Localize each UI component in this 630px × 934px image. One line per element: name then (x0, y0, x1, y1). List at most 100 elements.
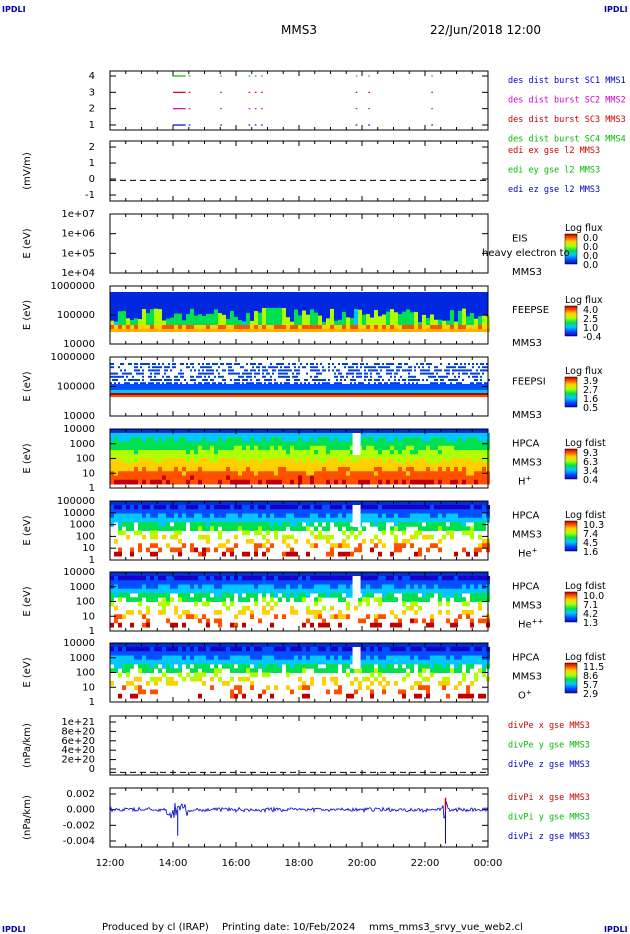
spectrogram-cell (266, 610, 270, 615)
spectrogram-cell (382, 614, 386, 619)
spectrogram-cell (274, 517, 278, 523)
spectrogram-cell (178, 539, 182, 544)
spectrogram-cell (374, 325, 378, 330)
spectrogram-cell (346, 325, 350, 330)
spectrogram-cell (238, 576, 242, 581)
spectrogram-cell (194, 597, 198, 602)
spectrogram-cell (446, 369, 448, 372)
spectrogram-cell (430, 479, 434, 485)
spectrogram-cell (290, 329, 294, 332)
spectrogram-cell (410, 325, 414, 330)
spectrogram-cell (342, 659, 346, 665)
spectrogram-cell (450, 467, 454, 472)
spectrogram-cell (416, 382, 418, 385)
spectrogram-cell (274, 522, 278, 527)
spectrogram-cell (478, 433, 482, 438)
panel-right-label: EIS (512, 234, 528, 245)
spectrogram-cell (262, 505, 266, 510)
spectrogram-cell (446, 505, 450, 510)
spectrogram-cell (334, 651, 338, 656)
spectrogram-cell (442, 584, 446, 590)
spectrogram-cell (178, 433, 182, 438)
spectrogram-cell (402, 458, 406, 464)
spectrogram-cell (302, 513, 306, 519)
spectrogram-cell (242, 458, 246, 464)
spectrogram-cell (330, 534, 334, 540)
spectrogram-cell (154, 647, 158, 652)
spectrogram-cell (338, 584, 342, 590)
spectrogram-cell (326, 479, 330, 485)
spectrogram-cell (210, 369, 212, 372)
spectrogram-cell (258, 366, 260, 369)
spectrogram-cell (144, 382, 146, 385)
spectrogram-cell (438, 375, 440, 378)
spectrogram-cell (386, 593, 390, 598)
spectrogram-cell (314, 610, 318, 615)
spectrogram-cell (422, 471, 426, 476)
spectrogram-cell (442, 659, 446, 665)
spectrogram-cell (338, 454, 342, 459)
spectrogram-cell (286, 458, 290, 464)
y-axis-label: E (eV) (22, 586, 33, 616)
spectrogram-cell (222, 475, 226, 481)
spectrogram-cell (110, 651, 114, 656)
spectrogram-cell (476, 363, 478, 365)
spectrogram-cell (458, 437, 462, 442)
spectrogram-cell (250, 372, 252, 375)
spectrogram-cell (186, 366, 188, 369)
spectrogram-cell (158, 580, 162, 585)
spectrogram-cell (302, 517, 306, 523)
spectrogram-cell (434, 655, 438, 661)
spectrogram-cell (258, 382, 260, 385)
spectrogram-cell (346, 605, 350, 611)
spectrogram-cell (182, 522, 186, 527)
spectrogram-cell (210, 647, 214, 652)
spectrogram-cell (462, 437, 466, 442)
spectrogram-cell (142, 450, 146, 455)
spectrogram-cell (390, 647, 394, 652)
spectrogram-cell (406, 672, 410, 678)
spectrogram-cell (134, 441, 138, 447)
spectrogram-cell (278, 329, 282, 332)
spectrogram-cell (382, 505, 386, 510)
spectrogram-cell (154, 689, 158, 695)
spectrogram-cell (480, 375, 482, 378)
spectrogram-cell (410, 664, 414, 669)
spectrogram-cell (286, 441, 290, 447)
spectrogram-cell (418, 551, 422, 557)
spectrogram-cell (218, 618, 222, 624)
spectrogram-cell (454, 329, 458, 332)
spectrogram-cell (218, 622, 222, 628)
spectrogram-cell (154, 471, 158, 476)
spectrogram-cell (386, 597, 390, 602)
spectrogram-cell (458, 462, 462, 468)
spectrogram-cell (474, 517, 478, 523)
spectrogram-cell (222, 601, 226, 607)
spectrogram-cell (166, 471, 170, 476)
spectrogram-cell (274, 668, 278, 673)
spectrogram-cell (158, 479, 162, 485)
spectrogram-cell (200, 382, 202, 385)
spectrogram-cell (378, 382, 380, 385)
spectrogram-cell (178, 580, 182, 585)
spectrogram-cell (338, 588, 342, 594)
spectrogram-cell (422, 329, 426, 332)
spectrogram-cell (278, 450, 282, 455)
data-gap (352, 505, 361, 527)
spectrogram-cell (438, 475, 442, 481)
spectrogram-cell (454, 668, 458, 673)
spectrogram-cell (206, 437, 210, 442)
y-tick-label: 1000000 (50, 352, 95, 363)
spectrogram-cell (426, 318, 430, 330)
spectrogram-cell (468, 369, 470, 372)
spectrogram-cell (290, 534, 294, 540)
spectrogram-cell (302, 597, 306, 602)
spectrogram-cell (358, 475, 362, 481)
spectrogram-cell (154, 433, 158, 438)
spectrogram-cell (390, 329, 394, 332)
spectrogram-cell (434, 437, 438, 442)
spectrogram-cell (210, 475, 214, 481)
spectrogram-cell (356, 372, 358, 375)
spectrogram-cell (142, 475, 146, 481)
spectrogram-cell (266, 513, 270, 519)
